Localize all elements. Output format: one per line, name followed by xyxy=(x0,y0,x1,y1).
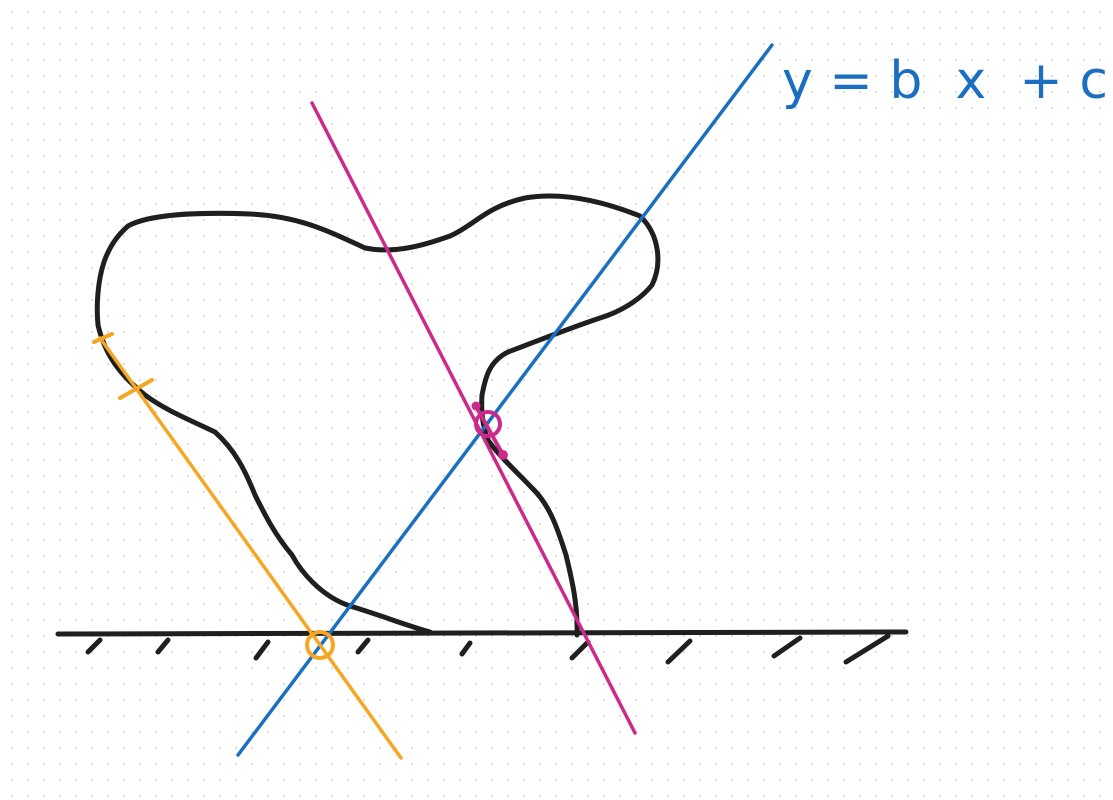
ground-hatch xyxy=(569,639,591,661)
orange-tick-mark xyxy=(92,332,114,344)
freeform-shape xyxy=(94,193,661,638)
ground-hatch xyxy=(85,637,103,655)
ground-hatch xyxy=(355,637,371,655)
hatched-ground xyxy=(55,629,909,665)
orange-line xyxy=(98,336,403,760)
ground-hatch xyxy=(843,633,891,665)
orange-intersection-circle xyxy=(305,630,335,660)
ground-hatch xyxy=(459,640,473,657)
ground-hatch xyxy=(155,637,171,655)
magenta-segment xyxy=(476,408,504,455)
equation-label: y = b x + c xyxy=(782,51,1108,111)
orange-tick-mark xyxy=(118,378,154,400)
ground-hatch xyxy=(253,639,271,661)
blue-line xyxy=(236,43,774,757)
magenta-line xyxy=(310,101,637,735)
ground-line xyxy=(55,629,909,637)
ground-hatch xyxy=(665,638,693,665)
ground-hatch xyxy=(771,635,803,659)
magenta-intersection-circle xyxy=(474,410,502,438)
